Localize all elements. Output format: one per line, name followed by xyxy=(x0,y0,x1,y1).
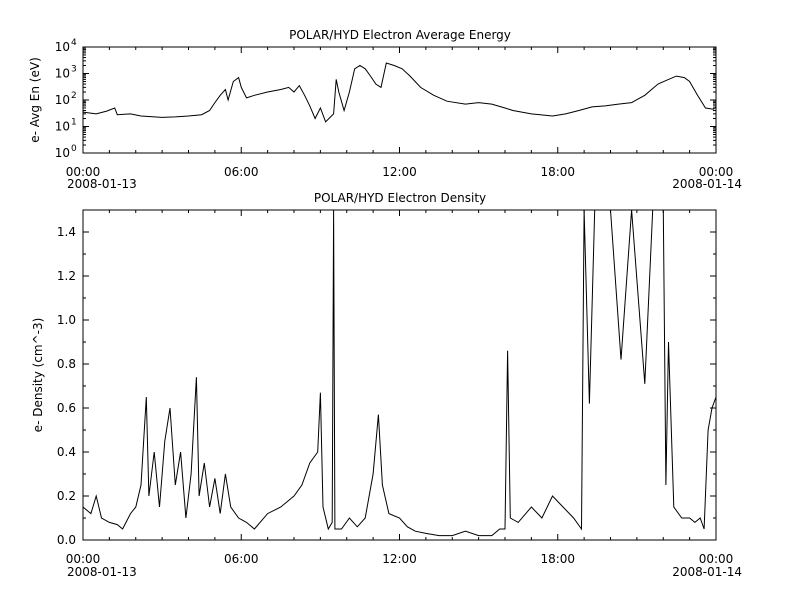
y-tick-label: 0.8 xyxy=(57,357,76,371)
y-tick-label: 0.0 xyxy=(57,533,76,547)
x-tick-label: 12:00 xyxy=(382,552,417,566)
x-tick-label: 00:00 xyxy=(699,552,734,566)
energy-y-axis-label: e- Avg En (eV) xyxy=(28,57,42,143)
density-end-date: 2008-01-14 xyxy=(672,565,742,579)
x-tick-label: 06:00 xyxy=(224,165,259,179)
y-tick-label: 0.4 xyxy=(57,445,76,459)
y-tick-label: 1.0 xyxy=(57,313,76,327)
x-tick-label: 18:00 xyxy=(540,552,575,566)
y-tick-label: 10 xyxy=(55,120,70,134)
data-line-0 xyxy=(82,62,717,123)
y-tick-label: 10 xyxy=(55,93,70,107)
density-ticks: 00:00 06:00 12:00 18:00 00:00 0.0 0.2 0.4 0.6 0.8… xyxy=(57,209,734,566)
y-tick-exponent: 0 xyxy=(71,144,77,154)
x-tick-label: 00:00 xyxy=(66,552,101,566)
y-tick-label: 10 xyxy=(55,67,70,81)
density-start-date: 2008-01-13 xyxy=(67,565,137,579)
x-tick-label: 12:00 xyxy=(382,165,417,179)
x-tick-label: 00:00 xyxy=(699,165,734,179)
y-tick-exponent: 1 xyxy=(71,118,77,128)
y-tick-label: 0.6 xyxy=(57,401,76,415)
y-tick-exponent: 2 xyxy=(71,91,77,101)
x-tick-label: 18:00 xyxy=(540,165,575,179)
x-tick-label: 06:00 xyxy=(224,552,259,566)
data-line-0 xyxy=(82,209,717,537)
density-plot-frame xyxy=(82,209,717,541)
energy-end-date: 2008-01-14 xyxy=(672,177,742,191)
y-tick-label: 0.2 xyxy=(57,489,76,503)
density-chart-title: POLAR/HYD Electron Density xyxy=(314,191,486,205)
x-tick-label: 00:00 xyxy=(66,165,101,179)
density-series xyxy=(82,209,717,537)
energy-chart-title: POLAR/HYD Electron Average Energy xyxy=(289,28,511,42)
density-y-axis-label: e- Density (cm^-3) xyxy=(31,318,45,433)
y-tick-label: 10 xyxy=(55,146,70,160)
energy-plot-frame xyxy=(82,46,717,154)
energy-start-date: 2008-01-13 xyxy=(67,177,137,191)
energy-series xyxy=(82,62,717,123)
y-tick-exponent: 4 xyxy=(71,38,77,48)
y-tick-label: 10 xyxy=(55,40,70,54)
y-tick-exponent: 3 xyxy=(71,65,77,75)
energy-panel: POLAR/HYD Electron Average Energy 00:00 0… xyxy=(28,28,742,191)
y-tick-label: 1.2 xyxy=(57,269,76,283)
y-tick-label: 1.4 xyxy=(57,225,76,239)
density-panel: POLAR/HYD Electron Density 00:00 06:00 12:… xyxy=(31,191,742,579)
